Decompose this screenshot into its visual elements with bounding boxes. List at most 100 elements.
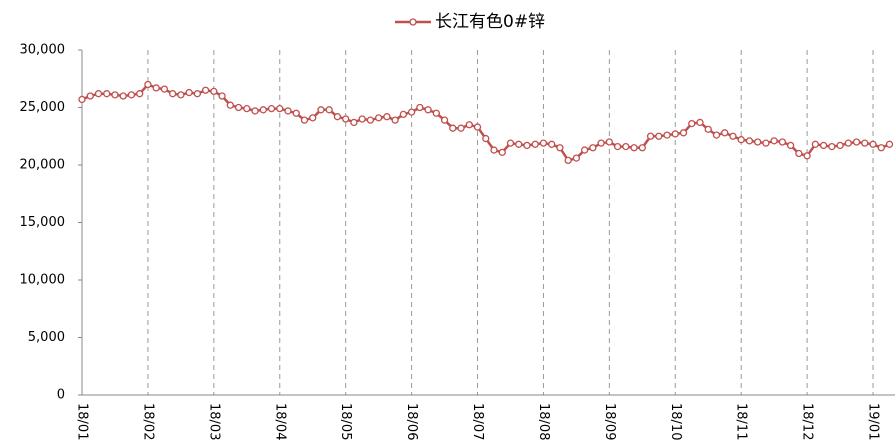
point: [243, 105, 251, 113]
point: [721, 129, 729, 137]
point: [407, 108, 416, 116]
point: [671, 130, 679, 138]
point: [78, 95, 86, 104]
point: [284, 107, 292, 115]
point: [638, 144, 646, 152]
point: [168, 90, 177, 98]
point: [432, 109, 440, 117]
point: [86, 92, 94, 100]
point: [185, 88, 193, 97]
point: [234, 103, 243, 112]
point: [317, 106, 325, 114]
point: [580, 146, 589, 154]
point: [94, 90, 103, 98]
point: [613, 142, 622, 151]
point: [152, 84, 160, 92]
point: [885, 140, 894, 148]
point: [531, 140, 539, 148]
point: [762, 139, 770, 147]
point: [803, 152, 811, 160]
point: [226, 101, 234, 109]
point: [655, 132, 663, 140]
point: [473, 123, 482, 131]
point: [539, 139, 548, 147]
point: [103, 90, 111, 98]
y-tick-label: 20,000: [20, 158, 66, 173]
x-tick-label: 18/08: [536, 403, 551, 440]
point: [177, 91, 185, 99]
point: [770, 137, 778, 145]
point: [358, 115, 366, 123]
point: [218, 92, 226, 100]
series-line: [81, 83, 891, 162]
point: [482, 134, 490, 143]
point: [383, 113, 391, 121]
point: [391, 116, 399, 124]
point: [688, 119, 696, 128]
y-tick-label: 10,000: [20, 273, 66, 288]
point: [869, 140, 877, 148]
x-tick-label: 18/03: [206, 403, 221, 440]
point: [490, 146, 498, 154]
point: [556, 144, 564, 152]
point: [622, 142, 630, 151]
point: [399, 110, 408, 119]
point: [663, 131, 671, 139]
x-tick-label: 18/12: [800, 403, 815, 440]
point: [201, 86, 210, 94]
x-tick-label: 18/01: [75, 403, 90, 440]
point: [309, 114, 317, 122]
point: [251, 107, 259, 115]
x-tick-label: 18/10: [668, 403, 683, 440]
point: [366, 116, 375, 124]
point: [350, 118, 358, 127]
x-tick-label: 18/04: [272, 403, 287, 440]
point: [506, 139, 515, 147]
point: [333, 113, 342, 121]
point: [119, 92, 127, 100]
point: [646, 132, 655, 140]
point: [877, 144, 885, 152]
point: [424, 106, 432, 114]
point: [819, 141, 828, 150]
point: [597, 139, 605, 147]
point: [605, 138, 614, 146]
point: [515, 140, 523, 148]
point: [589, 144, 597, 152]
point: [292, 109, 300, 117]
point: [193, 90, 202, 98]
point: [737, 136, 745, 144]
point: [498, 148, 506, 157]
point: [811, 140, 820, 148]
point: [449, 124, 457, 132]
point: [342, 115, 350, 123]
point: [696, 118, 704, 127]
point: [844, 139, 852, 147]
point: [836, 141, 844, 150]
y-tick-label: 30,000: [20, 43, 66, 58]
point: [523, 141, 531, 150]
point: [852, 138, 861, 146]
point: [440, 116, 449, 124]
point: [127, 91, 136, 99]
point: [210, 87, 218, 96]
point: [795, 149, 803, 158]
point: [325, 106, 333, 114]
point: [828, 142, 836, 151]
point: [778, 138, 787, 146]
point: [160, 85, 169, 93]
point: [754, 138, 762, 146]
y-tick-label: 5,000: [28, 330, 65, 345]
point: [630, 144, 638, 152]
x-tick-label: 18/11: [734, 403, 749, 440]
y-tick-label: 25,000: [20, 100, 66, 115]
x-tick-label: 18/06: [404, 403, 419, 440]
x-tick-label: 19/01: [866, 403, 881, 440]
point: [457, 124, 465, 132]
point: [679, 129, 688, 137]
point: [704, 125, 712, 134]
point: [745, 137, 754, 145]
x-tick-label: 18/09: [602, 403, 617, 440]
point: [416, 103, 424, 112]
